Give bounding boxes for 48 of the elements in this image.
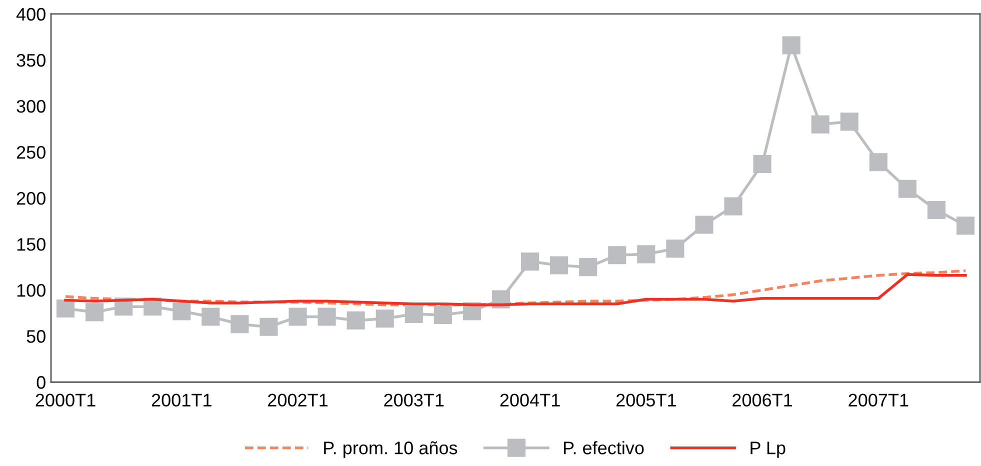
point [811, 115, 830, 134]
point [898, 180, 916, 198]
point [56, 299, 75, 318]
point [840, 112, 858, 131]
point [608, 246, 626, 264]
x-tick-label: 2006T1 [732, 394, 792, 406]
y-tick-label: 50 [26, 330, 46, 343]
x-tick-label: 2002T1 [268, 394, 328, 406]
point [86, 303, 104, 322]
y-tick-label: 0 [36, 376, 46, 389]
point [288, 308, 307, 326]
point [666, 240, 684, 258]
x-tick-label: 2007T1 [848, 394, 908, 406]
legend-label: P. efectivo [564, 441, 644, 454]
point [521, 252, 540, 271]
point [956, 216, 975, 235]
point [782, 36, 800, 54]
legend-label: P Lp [750, 442, 786, 458]
point [637, 245, 656, 264]
point [202, 308, 220, 326]
point [404, 304, 423, 324]
point [260, 318, 278, 336]
point [318, 308, 336, 326]
point [579, 258, 598, 276]
x-tick-label: 2000T1 [36, 394, 96, 406]
y-tick-label: 250 [16, 146, 46, 159]
point [230, 315, 249, 334]
y-tick-label: 100 [17, 284, 46, 297]
point [927, 200, 946, 220]
y-tick-label: 200 [16, 192, 46, 205]
point [695, 216, 714, 234]
point [376, 310, 394, 328]
y-tick-label: 300 [16, 100, 46, 113]
point [869, 153, 888, 172]
y-tick-label: 350 [16, 54, 46, 67]
x-tick-label: 2005T1 [616, 394, 676, 406]
point [346, 311, 365, 330]
y-tick-label: 400 [16, 8, 46, 21]
x-tick-label: 2003T1 [384, 394, 444, 406]
point [724, 197, 742, 216]
point [172, 302, 191, 320]
x-tick-label: 2004T1 [500, 394, 560, 406]
point [550, 256, 568, 274]
point [753, 154, 772, 174]
legend-label: P. prom. 10 años [324, 441, 458, 458]
x-tick-label: 2001T1 [152, 394, 212, 406]
point [434, 306, 452, 324]
y-tick-label: 150 [17, 238, 46, 251]
